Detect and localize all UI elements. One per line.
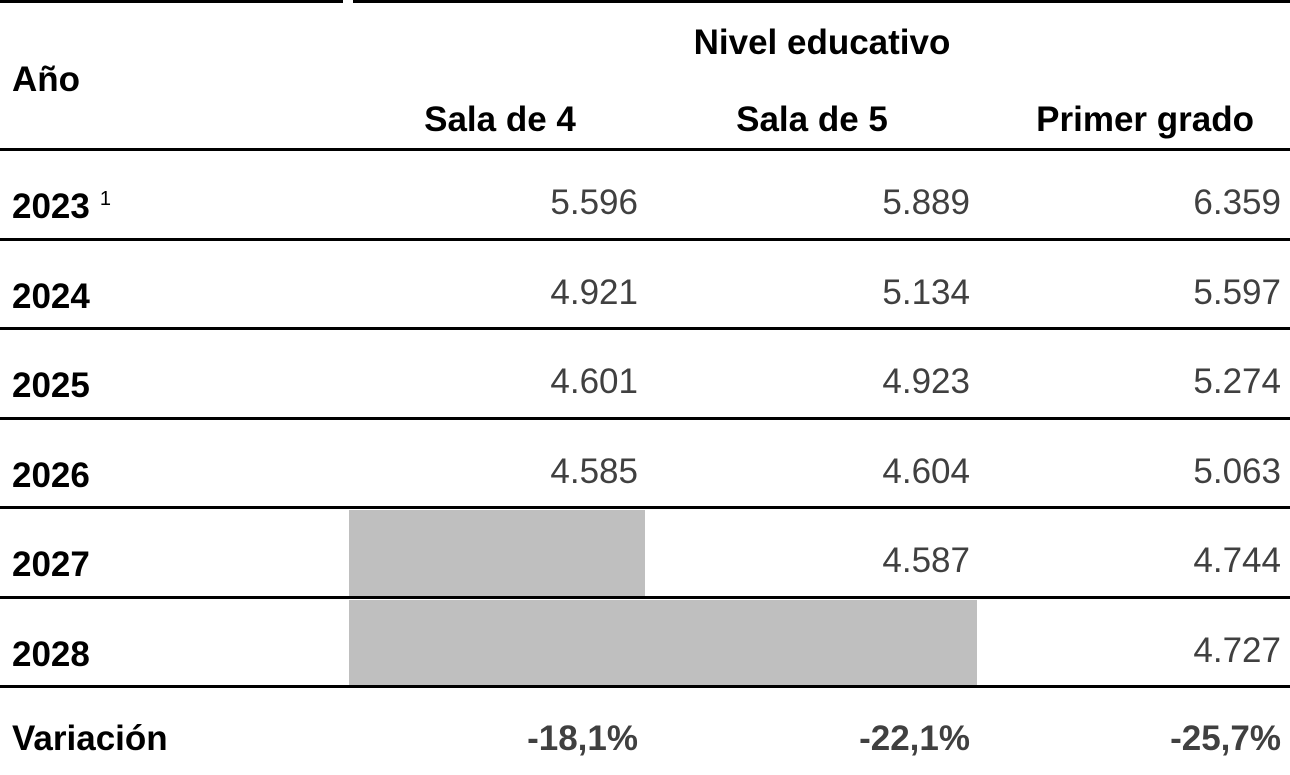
- row-year: 2025: [12, 366, 90, 405]
- rule: [0, 685, 1290, 688]
- footer-label: Variación: [12, 719, 168, 758]
- footer-value: -18,1%: [527, 719, 638, 758]
- cell-value: 4.587: [882, 541, 970, 580]
- footer-value: -25,7%: [1170, 719, 1281, 758]
- cell-value: 5.889: [882, 183, 970, 222]
- empty-cell: [645, 599, 977, 687]
- cell-value: 5.596: [550, 183, 638, 222]
- cell-value: 4.601: [550, 362, 638, 401]
- row-year: 2026: [12, 455, 90, 495]
- footnote-ref: 1: [99, 188, 111, 210]
- footer-value: -22,1%: [859, 719, 970, 758]
- rule: [0, 327, 1290, 330]
- row-year: 2024: [12, 276, 90, 316]
- rule: [0, 148, 1290, 151]
- cell-value: 5.134: [882, 272, 970, 312]
- cell-value: 4.923: [882, 362, 970, 401]
- cell-value: 5.274: [1193, 362, 1281, 401]
- rule: [0, 416, 1290, 420]
- row-year: 2028: [12, 634, 90, 674]
- cell-value: 4.921: [550, 272, 638, 312]
- row-year: 2023 1: [12, 187, 111, 226]
- empty-cell: [349, 599, 645, 687]
- cell-value: 4.727: [1193, 630, 1281, 670]
- rule: [353, 0, 1290, 3]
- rule: [0, 237, 1290, 241]
- rule: [0, 506, 1290, 509]
- cell-value: 4.744: [1193, 541, 1281, 580]
- cell-value: 6.359: [1193, 183, 1281, 222]
- cell-value: 4.604: [882, 451, 970, 491]
- cell-value: 5.597: [1193, 272, 1281, 312]
- row-year: 2027: [12, 545, 90, 584]
- year-header: Año: [12, 60, 81, 99]
- column-header: Sala de 4: [424, 100, 576, 139]
- group-header: Nivel educativo: [693, 23, 951, 62]
- empty-cell: [349, 510, 645, 598]
- column-header: Primer grado: [1036, 100, 1254, 139]
- rule: [0, 595, 1290, 599]
- cell-value: 5.063: [1193, 451, 1281, 491]
- cell-value: 4.585: [550, 451, 638, 491]
- rule: [0, 0, 343, 3]
- column-header: Sala de 5: [736, 100, 888, 139]
